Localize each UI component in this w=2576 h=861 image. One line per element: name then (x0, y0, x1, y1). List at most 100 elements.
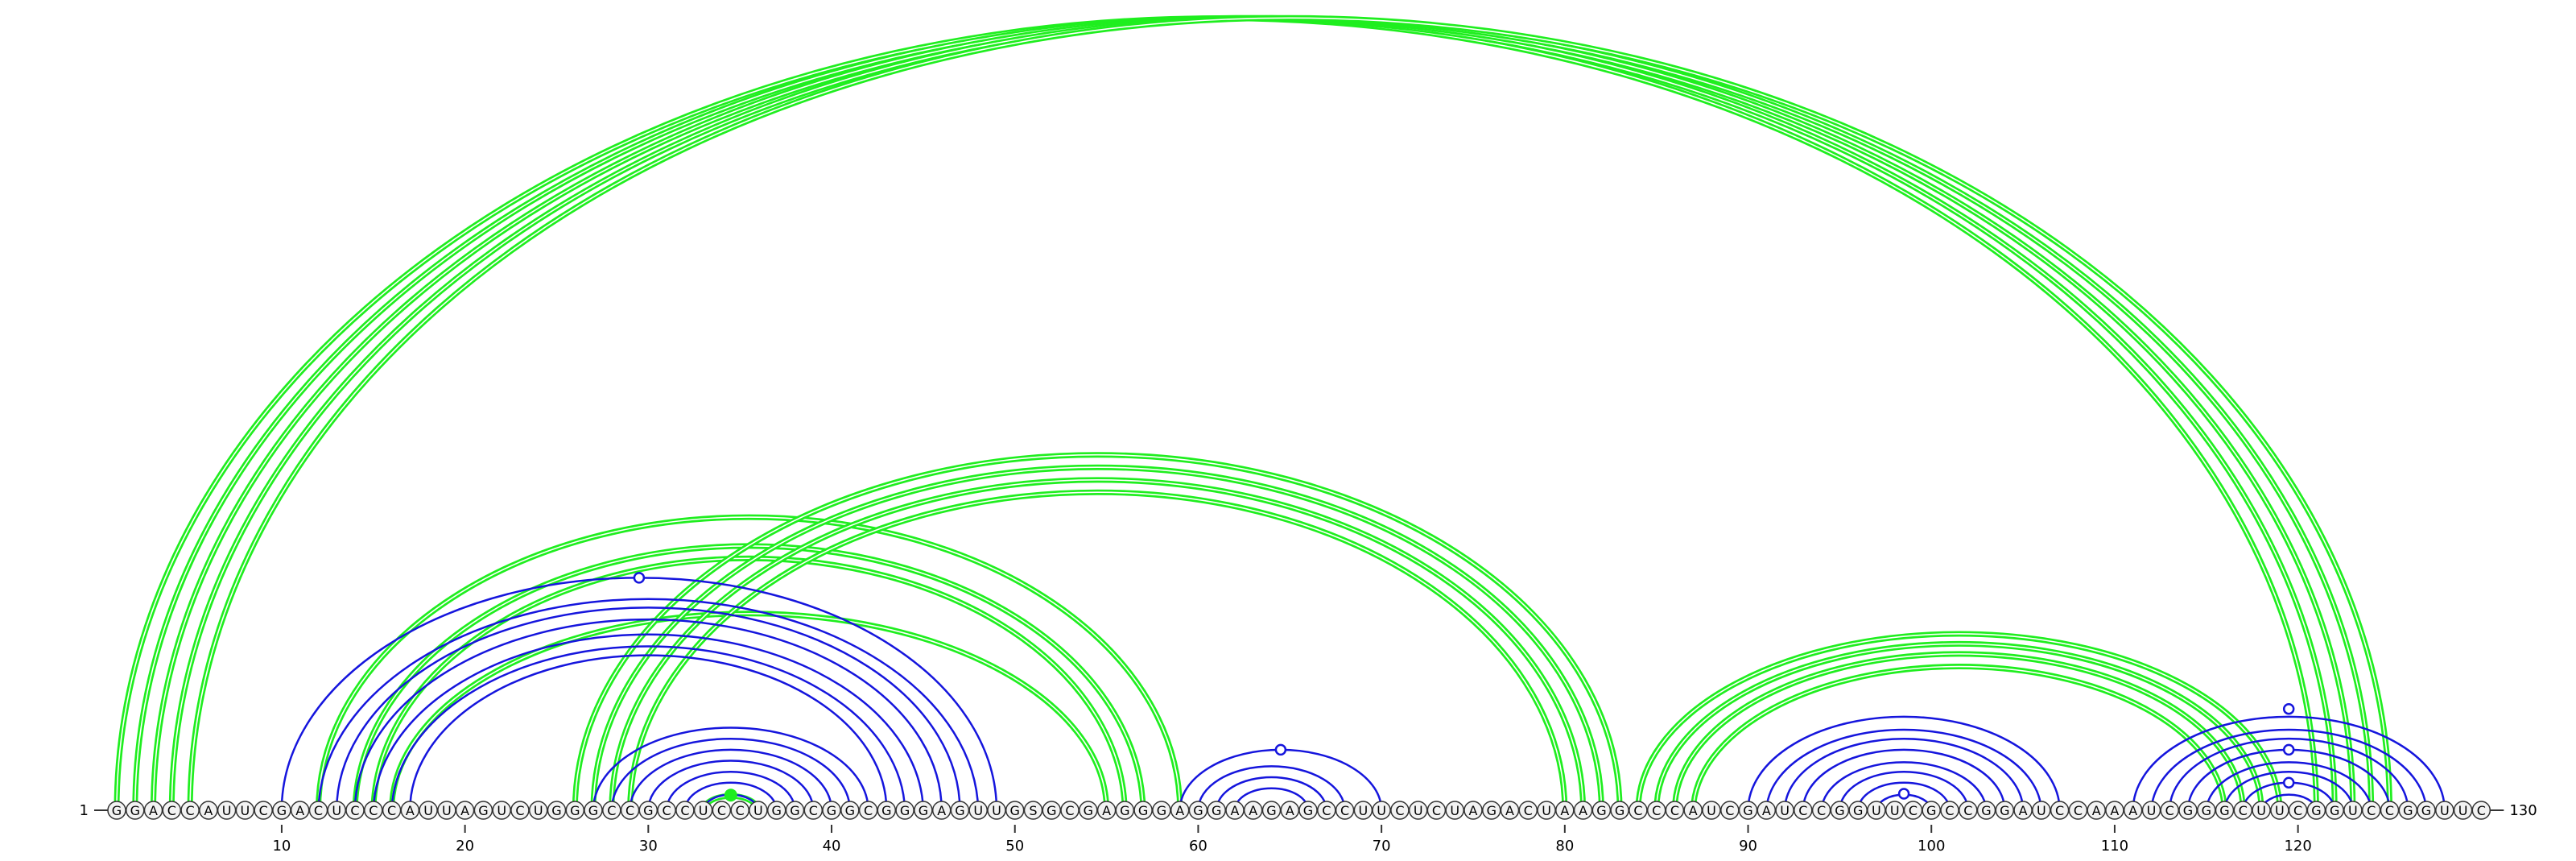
nucleotide: U (968, 801, 988, 820)
nucleotide-letter: U (1359, 803, 1368, 818)
start-position-label: 1 (80, 802, 89, 819)
nucleotide-circle (217, 801, 237, 820)
nucleotide: G (1830, 801, 1850, 820)
nucleotide: G (1207, 801, 1226, 820)
nucleotide-circle (1794, 801, 1813, 820)
nucleotide-circle (2306, 801, 2326, 820)
blue-arc (610, 737, 852, 811)
nucleotide: C (620, 801, 640, 820)
nucleotide: C (254, 801, 273, 820)
nucleotide-letter: C (1395, 803, 1404, 818)
tick-label: 30 (639, 838, 658, 855)
nucleotide: G (565, 801, 585, 820)
open-pair-marker (2282, 776, 2295, 789)
nucleotide: G (895, 801, 914, 820)
nucleotide-letter: A (2128, 803, 2137, 818)
nucleotide-circle (180, 801, 200, 820)
nucleotide: C (712, 801, 732, 820)
blue-arc (683, 781, 778, 811)
nucleotide: C (1646, 801, 1666, 820)
nucleotide: C (1426, 801, 1447, 820)
nucleotide: G (107, 801, 126, 820)
nucleotide-circle (657, 801, 676, 820)
green-arc (187, 14, 2392, 811)
green-arc (168, 14, 2375, 811)
nucleotide: G (1115, 801, 1135, 820)
nucleotide-circle (1610, 801, 1629, 820)
nucleotide: U (1775, 801, 1794, 820)
nucleotide: G (2417, 801, 2436, 820)
nucleotide: G (2197, 801, 2216, 820)
blue-arc (372, 633, 925, 811)
green-arc-gap (390, 613, 1108, 811)
nucleotide: G (126, 801, 145, 820)
nucleotide-circle (419, 801, 438, 820)
nucleotide: G (1261, 801, 1282, 820)
nucleotide: C (1390, 801, 1410, 820)
blue-arc (629, 748, 833, 811)
nucleotide: U (2032, 801, 2051, 820)
nucleotide-circle (2123, 801, 2143, 820)
nucleotide-circle (1390, 801, 1410, 820)
nucleotide-circle (2252, 801, 2271, 820)
nucleotide-circle (2380, 801, 2400, 820)
nucleotide-letter: A (1579, 803, 1587, 818)
nucleotide-letter: U (1450, 803, 1459, 818)
nucleotide-letter: U (1542, 803, 1551, 818)
nucleotide: G (1005, 801, 1025, 820)
nucleotide-circle (327, 801, 346, 820)
nucleotide-letter: C (1065, 803, 1074, 818)
nucleotide-circle (272, 801, 291, 820)
green-arc-gap (574, 453, 1620, 811)
nucleotide-circle (1445, 801, 1464, 820)
nucleotide-letter: A (406, 803, 415, 818)
nucleotide-letter: G (2330, 803, 2339, 818)
blue-arc (1820, 761, 1988, 811)
nucleotide: C (657, 801, 676, 820)
nucleotide-letter: U (1377, 803, 1386, 818)
nucleotide: G (1188, 801, 1208, 820)
nucleotide-circle (528, 801, 548, 820)
nucleotide-circle (895, 801, 914, 820)
nucleotide-letter: C (2239, 803, 2248, 818)
nucleotide-letter: U (2037, 803, 2046, 818)
nucleotide: S (1023, 801, 1043, 820)
green-arc-gap (592, 466, 1603, 811)
nucleotide-letter: G (1596, 803, 1606, 818)
nucleotide-circle (693, 801, 713, 820)
nucleotide-circle (2215, 801, 2235, 820)
nucleotide: U (1537, 801, 1556, 820)
green-arc-gap (1655, 643, 2262, 811)
nucleotide-circle (1372, 801, 1391, 820)
nucleotide-letter: G (919, 803, 928, 818)
tick-label: 120 (2284, 838, 2311, 855)
nucleotide: C (1629, 801, 1648, 820)
nucleotide-circle (1555, 801, 1575, 820)
nucleotide-letter: G (1266, 803, 1276, 818)
nucleotide: U (1408, 801, 1428, 820)
nucleotide: G (822, 801, 841, 820)
nucleotide-circle (162, 801, 182, 820)
nucleotide-letter: C (1432, 803, 1441, 818)
blue-arc (353, 618, 943, 811)
nucleotide-letter: C (663, 803, 671, 818)
blue-arc (335, 606, 961, 811)
nucleotide-circle (1629, 801, 1648, 820)
nucleotide-letter: C (2074, 803, 2083, 818)
green-arc-gap (1674, 653, 2244, 811)
blue-arc (1856, 781, 1951, 811)
nucleotide-letter: A (149, 803, 158, 818)
nucleotide-letter: U (222, 803, 232, 818)
nucleotide: A (143, 801, 163, 820)
nucleotide: U (2435, 801, 2454, 820)
nucleotide-letter: C (1963, 803, 1972, 818)
nucleotide: A (2105, 801, 2124, 820)
nucleotide: A (1555, 801, 1575, 820)
nucleotide-letter: C (1340, 803, 1349, 818)
nucleotide-letter: C (2477, 803, 2486, 818)
nucleotide-letter: G (588, 803, 598, 818)
green-arc-gap (1637, 633, 2281, 811)
nucleotide-letter: G (827, 803, 836, 818)
nucleotide-circle (1976, 801, 1996, 820)
